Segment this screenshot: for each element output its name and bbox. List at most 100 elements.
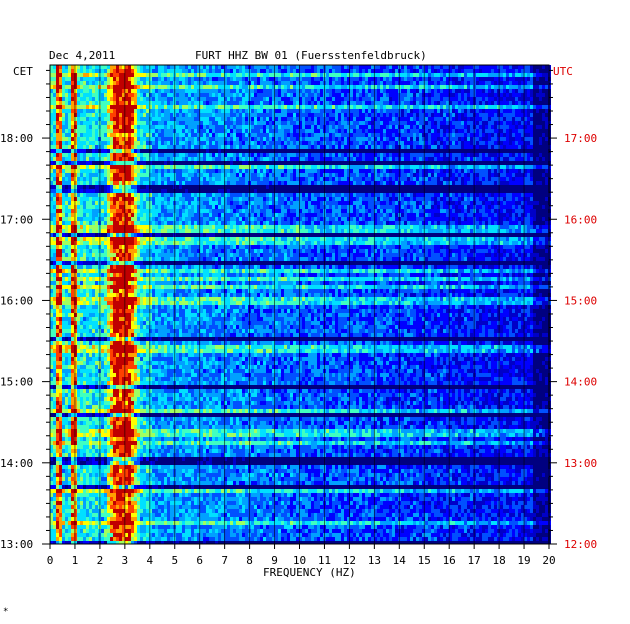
heatmap-cell [230, 125, 233, 129]
heatmap-cell [251, 129, 254, 133]
heatmap-cell [128, 65, 131, 69]
heatmap-cell [215, 153, 218, 157]
heatmap-cell [260, 169, 263, 173]
heatmap-cell [257, 109, 260, 113]
heatmap-cell [440, 149, 443, 153]
heatmap-cell [302, 89, 305, 93]
heatmap-cell [152, 93, 155, 97]
heatmap-cell [134, 145, 137, 149]
heatmap-cell [356, 81, 359, 85]
heatmap-cell [539, 145, 542, 149]
heatmap-cell [377, 113, 380, 117]
heatmap-cell [95, 113, 98, 117]
heatmap-cell [218, 141, 221, 145]
heatmap-cell [467, 73, 470, 77]
heatmap-cell [500, 149, 503, 153]
heatmap-cell [77, 137, 80, 141]
heatmap-cell [227, 165, 230, 169]
heatmap-cell [68, 137, 71, 141]
heatmap-cell [467, 181, 470, 185]
heatmap-cell [188, 93, 191, 97]
heatmap-cell [506, 101, 509, 105]
heatmap-cell [89, 101, 92, 105]
heatmap-cell [413, 145, 416, 149]
heatmap-cell [146, 165, 149, 169]
heatmap-cell [206, 85, 209, 89]
heatmap-cell [263, 101, 266, 105]
heatmap-cell [359, 101, 362, 105]
heatmap-cell [461, 177, 464, 181]
heatmap-cell [455, 73, 458, 77]
heatmap-cell [221, 157, 224, 161]
heatmap-cell [290, 117, 293, 121]
heatmap-cell [350, 109, 353, 113]
heatmap-cell [518, 89, 521, 93]
heatmap-cell [281, 145, 284, 149]
heatmap-cell [404, 85, 407, 89]
heatmap-cell [479, 117, 482, 121]
heatmap-cell [107, 89, 110, 93]
heatmap-cell [260, 161, 263, 165]
heatmap-cell [350, 137, 353, 141]
heatmap-cell [314, 73, 317, 77]
heatmap-cell [230, 69, 233, 73]
heatmap-cell [425, 181, 428, 185]
heatmap-cell [524, 93, 527, 97]
heatmap-cell [464, 157, 467, 161]
heatmap-cell [518, 165, 521, 169]
heatmap-cell [107, 181, 110, 185]
heatmap-cell [485, 77, 488, 81]
heatmap-cell [92, 141, 95, 145]
heatmap-cell [200, 97, 203, 101]
heatmap-cell [542, 81, 545, 85]
heatmap-cell [263, 69, 266, 73]
heatmap-cell [131, 105, 134, 109]
heatmap-cell [113, 105, 116, 109]
heatmap-cell [68, 133, 71, 137]
heatmap-cell [305, 161, 308, 165]
heatmap-cell [443, 149, 446, 153]
heatmap-cell [368, 77, 371, 81]
heatmap-cell [338, 97, 341, 101]
heatmap-cell [416, 121, 419, 125]
heatmap-cell [167, 97, 170, 101]
heatmap-cell [86, 113, 89, 117]
heatmap-cell [416, 93, 419, 97]
heatmap-cell [209, 77, 212, 81]
heatmap-cell [269, 121, 272, 125]
heatmap-cell [263, 93, 266, 97]
heatmap-cell [158, 125, 161, 129]
heatmap-cell [314, 181, 317, 185]
heatmap-cell [392, 137, 395, 141]
heatmap-cell [320, 77, 323, 81]
heatmap-cell [293, 65, 296, 69]
heatmap-cell [332, 133, 335, 137]
heatmap-cell [311, 141, 314, 145]
heatmap-cell [428, 101, 431, 105]
heatmap-cell [146, 113, 149, 117]
heatmap-cell [74, 97, 77, 101]
heatmap-cell [518, 133, 521, 137]
heatmap-cell [377, 149, 380, 153]
heatmap-cell [320, 93, 323, 97]
heatmap-cell [488, 169, 491, 173]
heatmap-cell [185, 157, 188, 161]
heatmap-cell [380, 65, 383, 69]
heatmap-cell [113, 81, 116, 85]
heatmap-cell [491, 85, 494, 89]
heatmap-cell [242, 161, 245, 165]
heatmap-cell [458, 145, 461, 149]
heatmap-cell [206, 121, 209, 125]
heatmap-cell [53, 133, 56, 137]
heatmap-cell [53, 101, 56, 105]
heatmap-cell [92, 149, 95, 153]
heatmap-cell [71, 169, 74, 173]
heatmap-cell [119, 149, 122, 153]
heatmap-cell [311, 177, 314, 181]
heatmap-cell [437, 133, 440, 137]
heatmap-cell [188, 181, 191, 185]
heatmap-cell [278, 109, 281, 113]
heatmap-cell [200, 153, 203, 157]
heatmap-cell [146, 133, 149, 137]
heatmap-cell [107, 173, 110, 177]
